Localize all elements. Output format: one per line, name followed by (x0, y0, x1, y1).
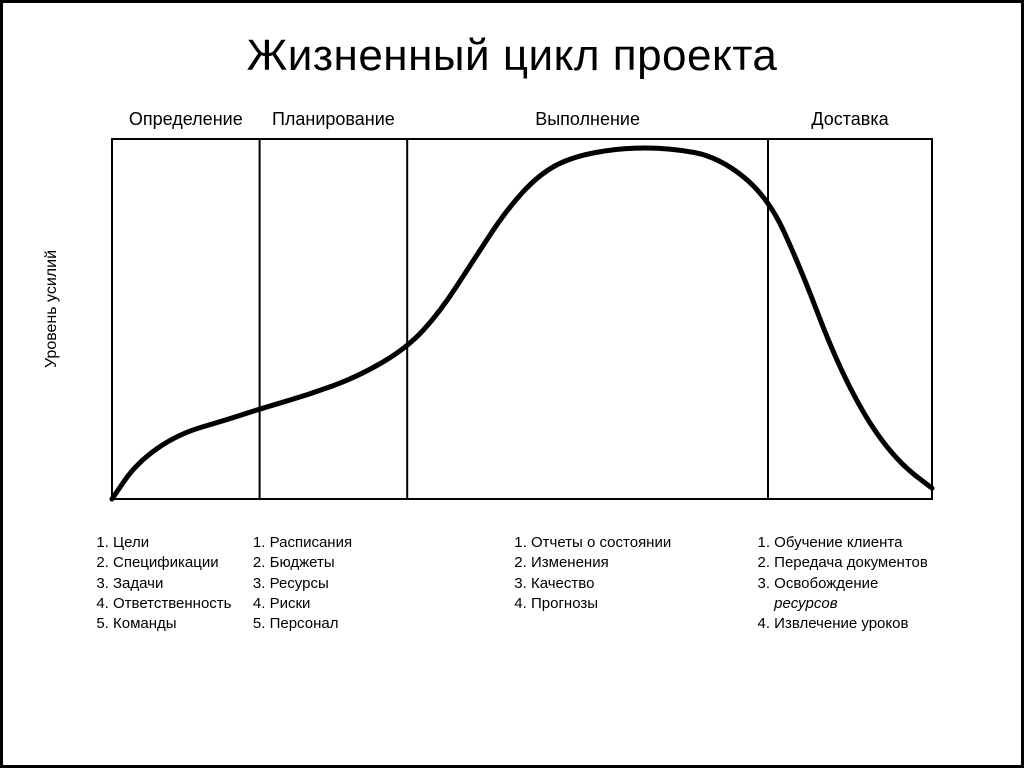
phase-label: Планирование (272, 109, 395, 129)
phase-list-items: РасписанияБюджетыРесурсыРискиПерсонал (252, 533, 433, 634)
list-item: Обучение клиента (774, 533, 955, 553)
phase-list-items: Обучение клиентаПередача документовОсвоб… (756, 533, 955, 634)
chart-svg: Определение Планирование Выполнение Доставк… (72, 99, 952, 519)
list-item: Задачи (113, 574, 242, 594)
phase-list: ЦелиСпецификацииЗадачиОтветственностьКом… (95, 533, 252, 634)
phase-list-items: ЦелиСпецификацииЗадачиОтветственностьКом… (95, 533, 242, 634)
phase-list-items: Отчеты о состоянииИзмененияКачествоПрогн… (513, 533, 746, 614)
list-item: Отчеты о состоянии (531, 533, 746, 553)
phase-list: Отчеты о состоянииИзмененияКачествоПрогн… (443, 533, 756, 634)
slide-frame: Жизненный цикл проекта Уровень усилий Оп… (0, 0, 1024, 768)
list-item: Качество (531, 574, 746, 594)
slide-title: Жизненный цикл проекта (3, 31, 1021, 81)
list-item: Передача документов (774, 553, 955, 573)
list-item: Ответственность (113, 594, 242, 614)
list-item: Ресурсы (270, 574, 433, 594)
phase-label: Выполнение (535, 109, 640, 129)
list-item: Риски (270, 594, 433, 614)
y-axis-label: Уровень усилий (43, 250, 61, 368)
list-item: Бюджеты (270, 553, 433, 573)
phase-label: Определение (129, 109, 243, 129)
phase-lists-row: ЦелиСпецификацииЗадачиОтветственностьКом… (95, 533, 965, 634)
phase-label: Доставка (811, 109, 889, 129)
list-item: Спецификации (113, 553, 242, 573)
list-item: Персонал (270, 614, 433, 634)
list-item: Освобождениересурсов (774, 574, 955, 615)
list-item: Прогнозы (531, 594, 746, 614)
list-item: Команды (113, 614, 242, 634)
lifecycle-chart: Уровень усилий ОпределениеПланированиеВы… (72, 99, 952, 519)
list-item: Изменения (531, 553, 746, 573)
phase-list: РасписанияБюджетыРесурсыРискиПерсонал (252, 533, 443, 634)
list-item: Извлечение уроков (774, 614, 955, 634)
list-item: Цели (113, 533, 242, 553)
list-item: Расписания (270, 533, 433, 553)
phase-list: Обучение клиентаПередача документовОсвоб… (756, 533, 965, 634)
